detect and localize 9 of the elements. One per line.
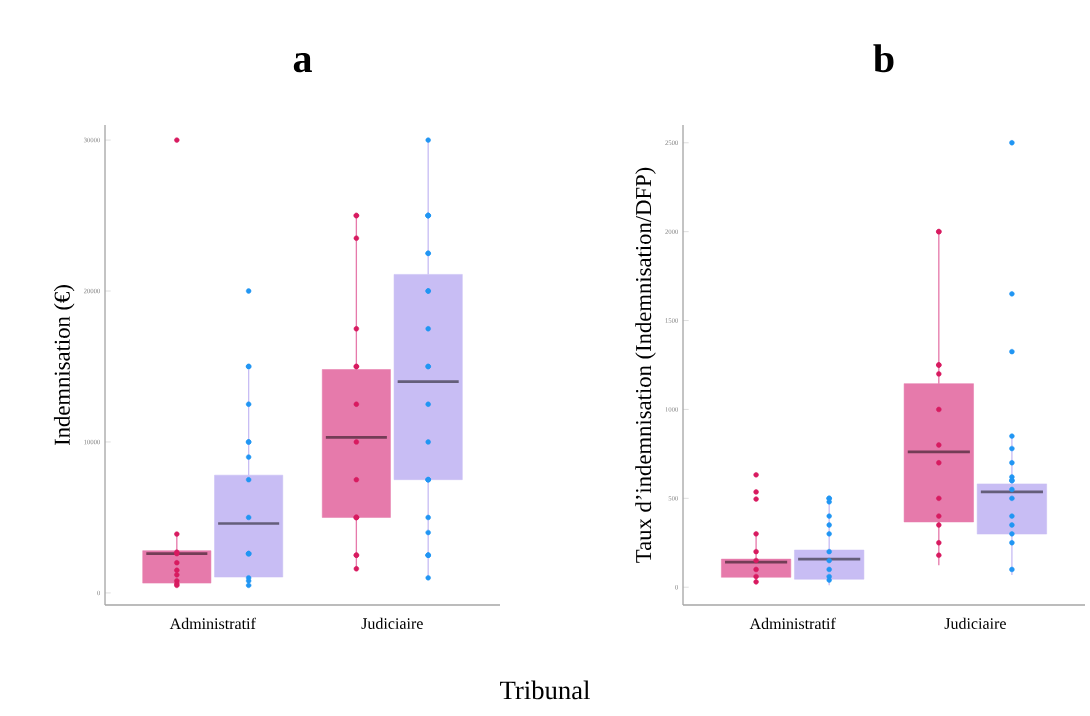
x-tick-label: Judiciaire <box>361 617 423 629</box>
chart-title: a <box>293 53 312 73</box>
chart-title: b <box>873 44 894 73</box>
x-tick-label: Judiciaire <box>944 617 1006 629</box>
y-axis-title: Taux d’indemnisation (Indemnisation/DFP) <box>635 167 656 563</box>
y-axis-title: Indemnisation (€) <box>53 285 75 446</box>
x-tick-label: Administratif <box>169 617 256 630</box>
x-tick-label: Administratif <box>749 617 836 630</box>
x-axis-title: Tribunal <box>500 680 590 700</box>
